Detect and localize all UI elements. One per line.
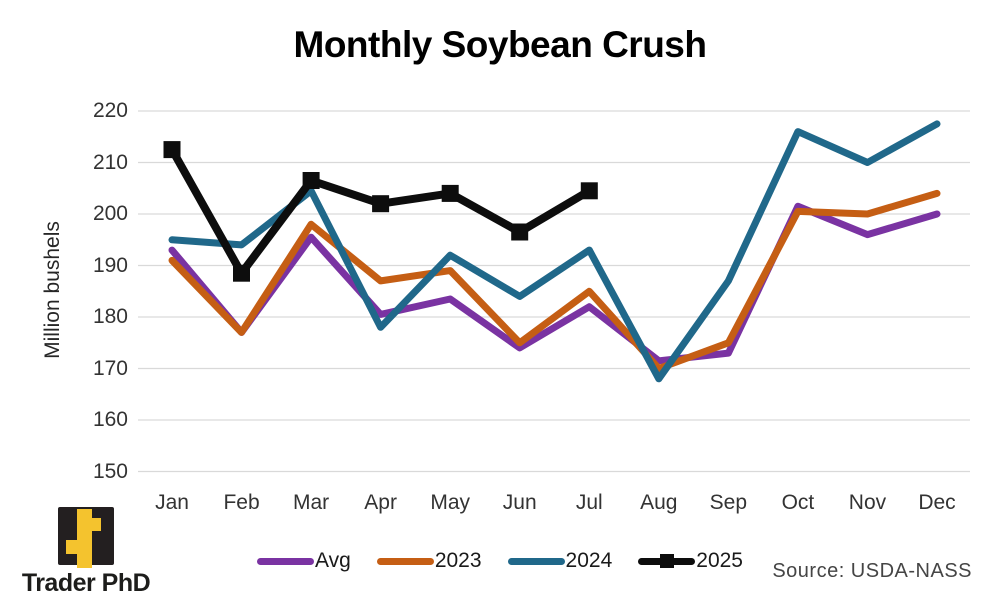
x-tick-label: Dec bbox=[918, 491, 956, 514]
data-point-marker bbox=[233, 264, 250, 282]
x-tick-label: Nov bbox=[848, 491, 887, 514]
logo-glyph-bar bbox=[77, 509, 92, 568]
legend-item-avg: Avg bbox=[257, 549, 351, 573]
y-tick-label: 180 bbox=[92, 305, 128, 328]
x-tick-label: Mar bbox=[292, 491, 330, 514]
x-tick-label: Feb bbox=[223, 491, 260, 514]
x-tick-label: Jun bbox=[502, 491, 537, 514]
data-point-marker bbox=[372, 195, 390, 213]
data-point-marker bbox=[511, 223, 529, 241]
y-tick-label: 190 bbox=[92, 253, 128, 277]
y-tick-label: 200 bbox=[92, 202, 128, 225]
logo-text: Trader PhD bbox=[21, 569, 151, 597]
series-line-Avg bbox=[168, 202, 941, 365]
legend: Avg 2023 2024 2025 bbox=[0, 548, 1000, 574]
x-tick-label: Jan bbox=[155, 491, 189, 514]
legend-label: 2024 bbox=[565, 549, 613, 572]
legend-swatch-avg bbox=[257, 557, 315, 565]
x-tick-label: Aug bbox=[640, 491, 678, 514]
chart-title: Monthly Soybean Crush bbox=[293, 24, 707, 65]
legend-label: 2023 bbox=[434, 549, 482, 572]
legend-swatch-2025 bbox=[638, 554, 696, 568]
y-tick-label: 160 bbox=[92, 408, 128, 431]
legend-swatch-2024 bbox=[507, 557, 565, 565]
data-point-marker bbox=[441, 184, 459, 202]
y-tick-label: 210 bbox=[92, 150, 128, 174]
y-tick-label: 150 bbox=[92, 459, 128, 483]
trader-phd-logo: Trader PhD bbox=[18, 507, 154, 598]
logo-glyph-tab-right bbox=[92, 518, 101, 531]
logo-glyph-tab-left bbox=[66, 540, 77, 554]
x-tick-label: Oct bbox=[781, 491, 815, 514]
x-tick-label: Jul bbox=[575, 491, 603, 514]
data-point-marker bbox=[302, 172, 320, 189]
legend-swatch-2023 bbox=[376, 557, 434, 565]
series-line-2023 bbox=[168, 189, 941, 372]
y-tick-label: 170 bbox=[92, 356, 128, 380]
legend-item-2023: 2023 bbox=[376, 549, 482, 573]
x-tick-label: May bbox=[430, 491, 471, 514]
x-tick-label: Sep bbox=[709, 491, 748, 514]
data-point-marker bbox=[580, 182, 598, 200]
legend-label: Avg bbox=[315, 549, 351, 572]
legend-square-marker bbox=[659, 554, 674, 568]
legend-label: 2025 bbox=[696, 549, 743, 572]
data-point-marker bbox=[163, 141, 181, 159]
source-note: Source: USDA-NASS bbox=[772, 560, 972, 582]
logo-mark-icon bbox=[58, 507, 114, 568]
legend-item-2024: 2024 bbox=[507, 549, 613, 573]
legend-item-2025: 2025 bbox=[638, 549, 743, 573]
y-tick-label: 220 bbox=[92, 99, 128, 122]
x-tick-label: Apr bbox=[364, 491, 397, 514]
